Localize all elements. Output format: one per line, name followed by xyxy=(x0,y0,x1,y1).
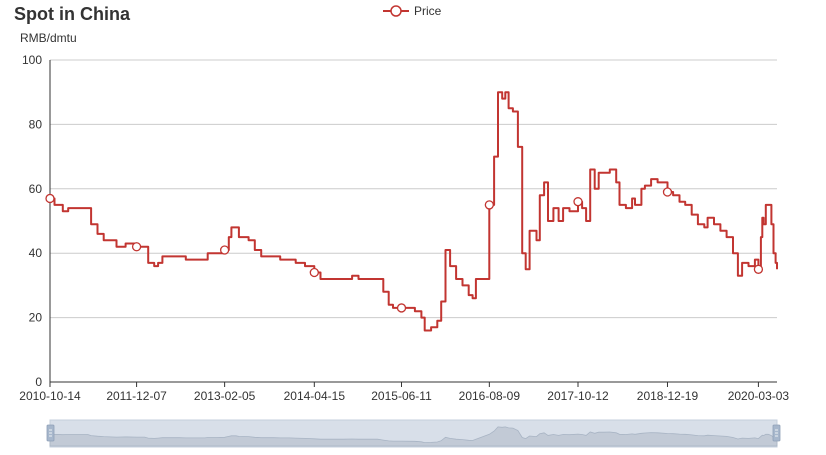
data-point-symbol[interactable] xyxy=(396,303,407,313)
data-point-symbol[interactable] xyxy=(573,197,583,207)
y-tick-label: 60 xyxy=(29,182,43,196)
data-point-symbol[interactable] xyxy=(131,242,142,252)
x-tick-label: 2010-10-14 xyxy=(19,389,81,403)
data-zoom-handle-left[interactable] xyxy=(46,424,55,442)
y-tick-label: 80 xyxy=(29,117,43,131)
y-tick-label: 0 xyxy=(35,375,42,389)
x-axis xyxy=(49,60,777,383)
data-zoom-handle-right[interactable] xyxy=(772,424,781,442)
x-tick-label: 2020-03-03 xyxy=(728,389,790,403)
data-point-symbol[interactable] xyxy=(219,245,230,255)
legend-label-price: Price xyxy=(414,4,442,18)
legend[interactable]: Price xyxy=(383,4,442,18)
x-tick-label: 2011-12-07 xyxy=(106,389,167,403)
series-line-price xyxy=(50,91,778,332)
data-point-symbol[interactable] xyxy=(309,267,319,278)
x-tick-label: 2015-06-11 xyxy=(371,389,432,403)
series-price xyxy=(50,91,778,332)
data-point-symbol[interactable] xyxy=(662,187,673,197)
y-axis-unit-label: RMB/dmtu xyxy=(20,31,77,45)
x-tick-label: 2014-04-15 xyxy=(284,389,346,403)
series-price-symbols[interactable] xyxy=(45,187,764,313)
x-tick-label: 2013-02-05 xyxy=(194,389,256,403)
data-zoom-slider[interactable] xyxy=(46,419,781,448)
legend-circle-icon xyxy=(390,5,402,17)
data-point-symbol[interactable] xyxy=(753,264,764,274)
chart-title: Spot in China xyxy=(14,4,131,24)
y-tick-label: 20 xyxy=(29,311,43,325)
y-tick-label: 100 xyxy=(22,53,42,67)
y-tick-label: 40 xyxy=(29,246,43,260)
x-tick-label: 2018-12-19 xyxy=(637,389,699,403)
y-axis-ticks: 0 20 40 60 80 100 xyxy=(22,53,42,389)
data-point-symbol[interactable] xyxy=(484,200,494,210)
x-tick-label: 2016-08-09 xyxy=(459,389,521,403)
data-zoom-preview-area xyxy=(49,426,778,447)
grid-lines xyxy=(50,59,777,319)
x-tick-label: 2017-10-12 xyxy=(547,389,609,403)
x-axis-ticks: 2010-10-14 2011-12-07 2013-02-05 2014-04-15… xyxy=(19,382,789,403)
data-point-symbol[interactable] xyxy=(45,193,55,204)
